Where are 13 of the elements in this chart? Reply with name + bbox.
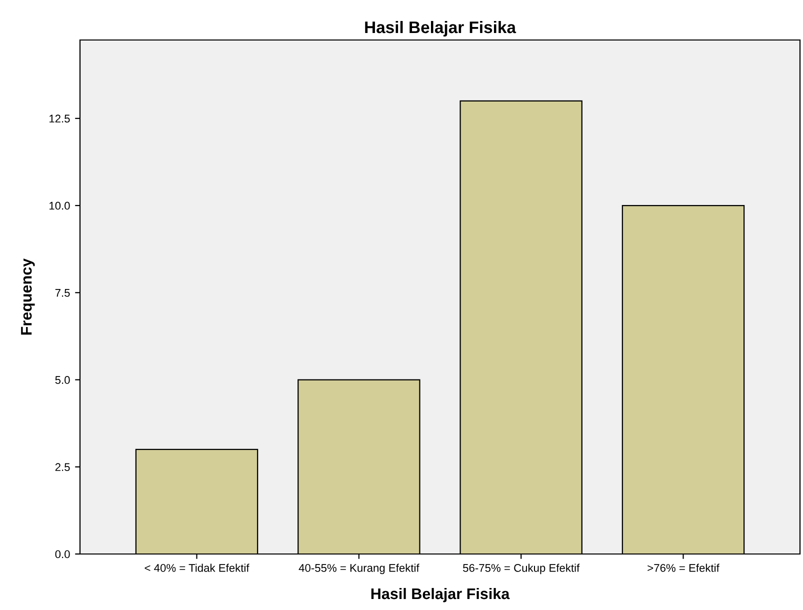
x-axis-title: Hasil Belajar Fisika bbox=[371, 588, 510, 602]
y-tick-label: 10.0 bbox=[50, 202, 70, 210]
y-tick-label: 7.5 bbox=[55, 289, 70, 297]
y-tick-label: 0.0 bbox=[55, 550, 70, 558]
x-tick-label: < 40% = Tidak Efektif bbox=[144, 564, 250, 572]
y-tick-label: 12.5 bbox=[50, 114, 70, 123]
y-tick-label: 5.0 bbox=[55, 376, 70, 384]
chart-title: Hasil Belajar Fisika bbox=[365, 20, 516, 37]
y-tick-label: 2.5 bbox=[55, 463, 70, 472]
x-tick-label: 56-75% = Cukup Efektif bbox=[463, 564, 580, 574]
x-tick-label: >76% = Efektif bbox=[648, 564, 720, 572]
y-axis-title: Frequency bbox=[21, 258, 35, 335]
x-tick-label: 40-55% = Kurang Efektif bbox=[298, 564, 420, 574]
